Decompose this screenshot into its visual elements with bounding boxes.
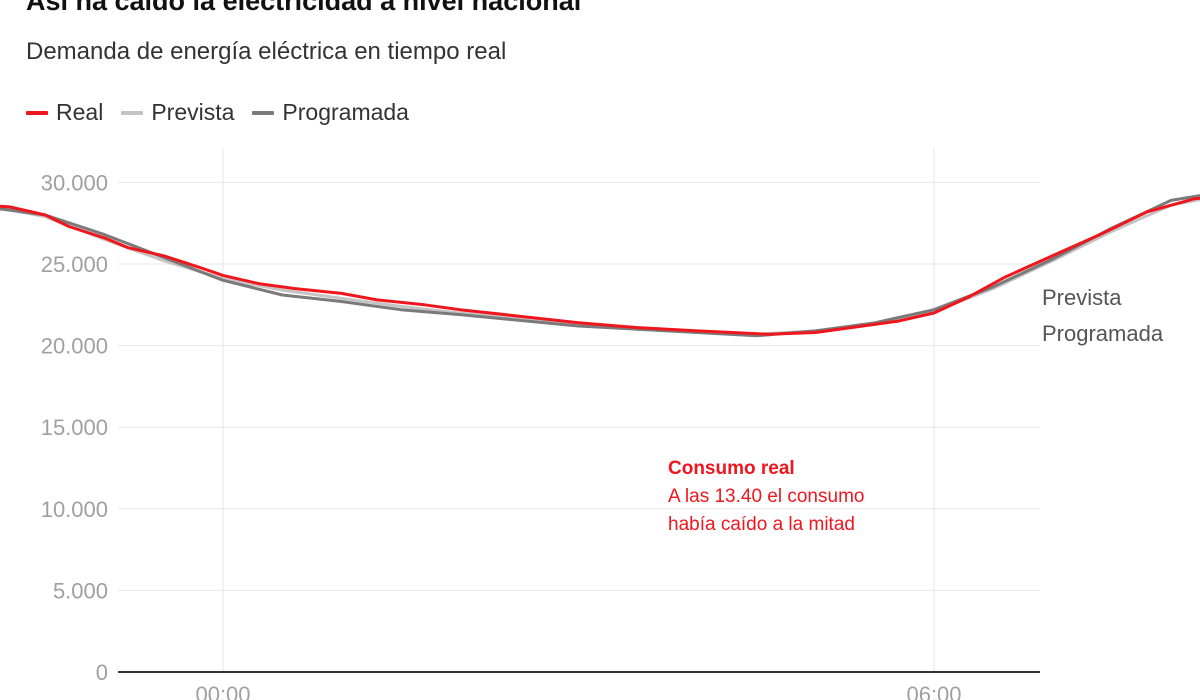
legend-item-programada: Programada: [252, 99, 409, 126]
series-line-prevista: [0, 198, 1200, 336]
series-line-real: [0, 196, 1200, 336]
series-line-programada: [0, 194, 1200, 338]
legend-label-prevista: Prevista: [151, 99, 235, 125]
y-tick-label: 15.000: [41, 415, 108, 440]
legend-swatch-real: [26, 110, 48, 115]
chart-subtitle: Demanda de energía eléctrica en tiempo r…: [26, 38, 507, 65]
end-label-programada: Programada: [1042, 321, 1164, 346]
annotation-title: Consumo real: [668, 458, 795, 479]
legend-label-real: Real: [56, 99, 104, 125]
chart-title: Así ha caído la electricidad a nivel nac…: [26, 0, 582, 16]
y-tick-label: 25.000: [41, 252, 108, 277]
y-tick-label: 10.000: [41, 497, 108, 522]
x-tick-label: 06:00: [906, 682, 961, 700]
y-tick-label: 30.000: [41, 170, 108, 195]
legend-item-prevista: Prevista: [121, 99, 234, 126]
legend-item-real: Real: [26, 99, 103, 126]
y-tick-label: 20.000: [41, 334, 108, 359]
legend-swatch-programada: [252, 110, 275, 115]
y-tick-label: 5.000: [53, 578, 108, 603]
y-tick-label: 0: [96, 660, 108, 685]
annotation-line: había caído a la mitad: [668, 514, 855, 535]
end-label-prevista: Prevista: [1042, 285, 1122, 310]
legend-swatch-prevista: [121, 110, 144, 115]
annotation-line: A las 13.40 el consumo: [668, 486, 864, 507]
legend-label-programada: Programada: [282, 99, 409, 125]
x-tick-label: 00:00: [195, 682, 250, 700]
chart-legend: Real Prevista Programada: [26, 99, 427, 126]
